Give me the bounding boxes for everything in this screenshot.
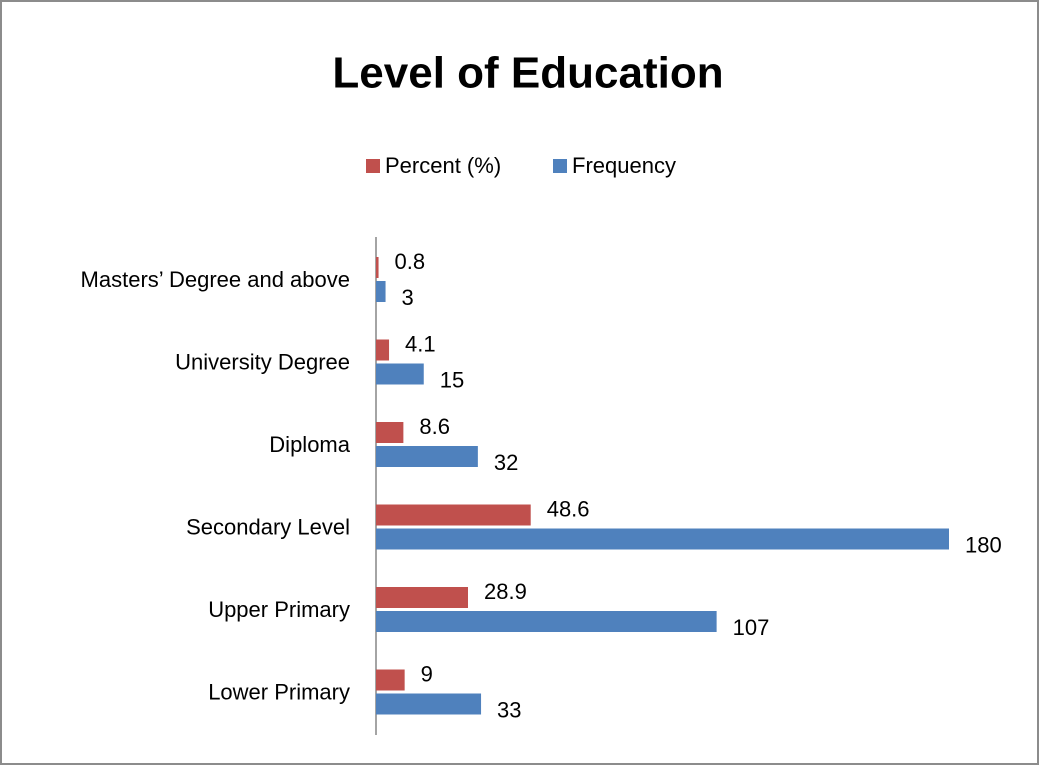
bar <box>376 281 386 302</box>
data-label: 3 <box>402 285 414 310</box>
y-tick-label: Lower Primary <box>208 679 350 704</box>
y-tick-label: Masters’ Degree and above <box>81 267 350 292</box>
data-label: 32 <box>494 450 518 475</box>
data-label: 4.1 <box>405 331 436 356</box>
bar <box>376 422 404 443</box>
data-label: 8.6 <box>419 414 450 439</box>
data-label: 48.6 <box>547 496 590 521</box>
legend-swatch <box>553 159 567 173</box>
data-label: 107 <box>733 615 770 640</box>
y-tick-label: Secondary Level <box>186 514 350 539</box>
bar <box>376 528 949 550</box>
bar <box>376 446 478 467</box>
bar <box>376 587 468 608</box>
y-tick-label: University Degree <box>175 349 350 374</box>
bar <box>376 504 531 526</box>
legend-swatch <box>366 159 380 173</box>
bar <box>376 257 379 278</box>
legend-label: Frequency <box>572 153 676 178</box>
data-label: 15 <box>440 367 464 392</box>
data-label: 0.8 <box>395 249 426 274</box>
data-label: 28.9 <box>484 579 527 604</box>
y-tick-label: Upper Primary <box>208 597 350 622</box>
chart-title: Level of Education <box>332 49 723 98</box>
data-label: 9 <box>421 661 433 686</box>
bar <box>376 693 482 715</box>
bar <box>376 363 424 385</box>
bar <box>376 669 405 691</box>
data-label: 180 <box>965 532 1002 557</box>
y-tick-label: Diploma <box>269 432 350 457</box>
bar <box>376 339 390 361</box>
data-label: 33 <box>497 697 521 722</box>
bar <box>376 611 717 632</box>
legend-label: Percent (%) <box>385 153 501 178</box>
